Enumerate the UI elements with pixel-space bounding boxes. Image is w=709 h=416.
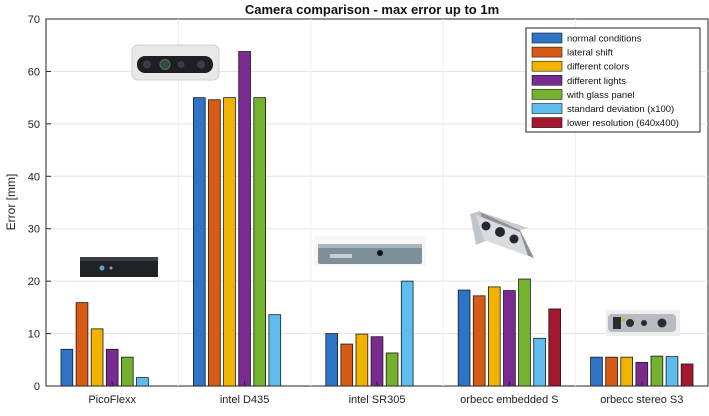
bar-intel-sr305-standard-deviation-x100 (400, 280, 414, 387)
bar-intel-d435-different-lights (238, 51, 251, 387)
legend-label-different-lights: different lights (567, 76, 626, 87)
legend-label-lower-resolution-640x400: lower resolution (640x400) (567, 118, 679, 129)
x-tick-label: orbecc stereo S3 (600, 394, 683, 406)
legend-label-normal-conditions: normal conditions (567, 34, 642, 45)
y-axis: 0 10 20 30 40 50 60 70 (28, 14, 51, 393)
x-tick-label: PicoFlexx (88, 394, 136, 406)
x-tick-label: intel SR305 (349, 394, 406, 406)
y-tick-label: 10 (28, 329, 40, 341)
bar-orbecc-stereo-s3-lower-resolution-640x400 (680, 363, 694, 387)
bar-intel-sr305-with-glass-panel (385, 352, 399, 387)
bar-orbecc-stereo-s3-lateral-shift (605, 356, 618, 387)
x-tick-label: orbecc embedded S (460, 394, 558, 406)
orbecc-embedded-s-camera-image (470, 211, 534, 258)
y-tick-label: 70 (28, 14, 40, 26)
bar-intel-sr305-different-lights (370, 336, 384, 387)
legend-label-standard-deviation-x100: standard deviation (x100) (567, 104, 674, 115)
chart-title: Camera comparison - max error up to 1m (245, 2, 499, 17)
bar-picoflexx-lateral-shift (75, 302, 89, 387)
y-tick-label: 0 (34, 381, 40, 393)
orbecc-stereo-s3-camera-image (606, 310, 680, 336)
bar-picoflexx-different-lights (105, 348, 119, 387)
bar-orbecc-embedded-s-different-lights (503, 290, 516, 387)
bar-intel-d435-different-colors (223, 97, 236, 387)
legend-swatch-standard-deviation-x100 (531, 103, 563, 114)
bar-orbecc-embedded-s-lateral-shift (472, 295, 486, 387)
bar-intel-d435-lateral-shift (208, 99, 221, 387)
bar-intel-sr305-lateral-shift (340, 343, 354, 387)
bar-picoflexx-normal-conditions (60, 348, 74, 387)
y-tick-label: 40 (28, 171, 40, 183)
y-axis-label: Error [mm] (4, 174, 18, 231)
legend-swatch-normal-conditions (531, 32, 563, 44)
legend-swatch-lower-resolution-640x400 (531, 117, 563, 128)
legend-swatch-different-lights (531, 75, 563, 86)
bar-picoflexx-different-colors (90, 328, 104, 387)
bar-orbecc-embedded-s-normal-conditions (457, 289, 471, 387)
legend-label-with-glass-panel: with glass panel (566, 90, 635, 101)
bar-orbecc-stereo-s3-standard-deviation-x100 (665, 356, 679, 387)
legend-swatch-different-colors (531, 60, 563, 72)
bar-orbecc-embedded-s-different-colors (487, 286, 501, 387)
bar-intel-sr305-different-colors (355, 333, 369, 387)
bar-orbecc-stereo-s3-normal-conditions (590, 356, 603, 387)
legend-label-lateral-shift: lateral shift (567, 48, 613, 59)
intel-sr305-camera-image (314, 236, 426, 266)
bar-orbecc-stereo-s3-with-glass-panel (650, 355, 664, 387)
y-tick-label: 60 (28, 66, 40, 78)
bar-intel-d435-normal-conditions (192, 97, 206, 387)
legend-swatch-with-glass-panel (531, 89, 563, 100)
y-tick-label: 20 (28, 276, 40, 288)
bar-orbecc-embedded-s-lower-resolution-640x400 (548, 308, 561, 387)
bar-intel-d435-with-glass-panel (253, 97, 267, 387)
intel-d435-camera-image (131, 44, 220, 81)
bar-intel-d435-standard-deviation-x100 (268, 314, 282, 387)
y-tick-label: 50 (28, 119, 40, 131)
bar-picoflexx-standard-deviation-x100 (136, 377, 149, 387)
picoflexx-camera-image (80, 257, 158, 277)
y-tick-label: 30 (28, 224, 40, 236)
legend-swatch-lateral-shift (531, 46, 563, 58)
bar-orbecc-stereo-s3-different-colors (620, 356, 633, 387)
x-axis: PicoFlexx intel D435 intel SR305 orbecc emb… (88, 381, 683, 406)
x-tick-label: intel D435 (220, 394, 270, 406)
legend: normal conditions lateral shift different … (525, 27, 701, 133)
bar-intel-sr305-normal-conditions (325, 333, 338, 387)
bar-orbecc-embedded-s-standard-deviation-x100 (533, 337, 546, 387)
bars (60, 51, 694, 387)
bar-orbecc-embedded-s-with-glass-panel (518, 278, 531, 387)
legend-label-different-colors: different colors (567, 62, 629, 73)
bar-picoflexx-with-glass-panel (121, 356, 134, 387)
